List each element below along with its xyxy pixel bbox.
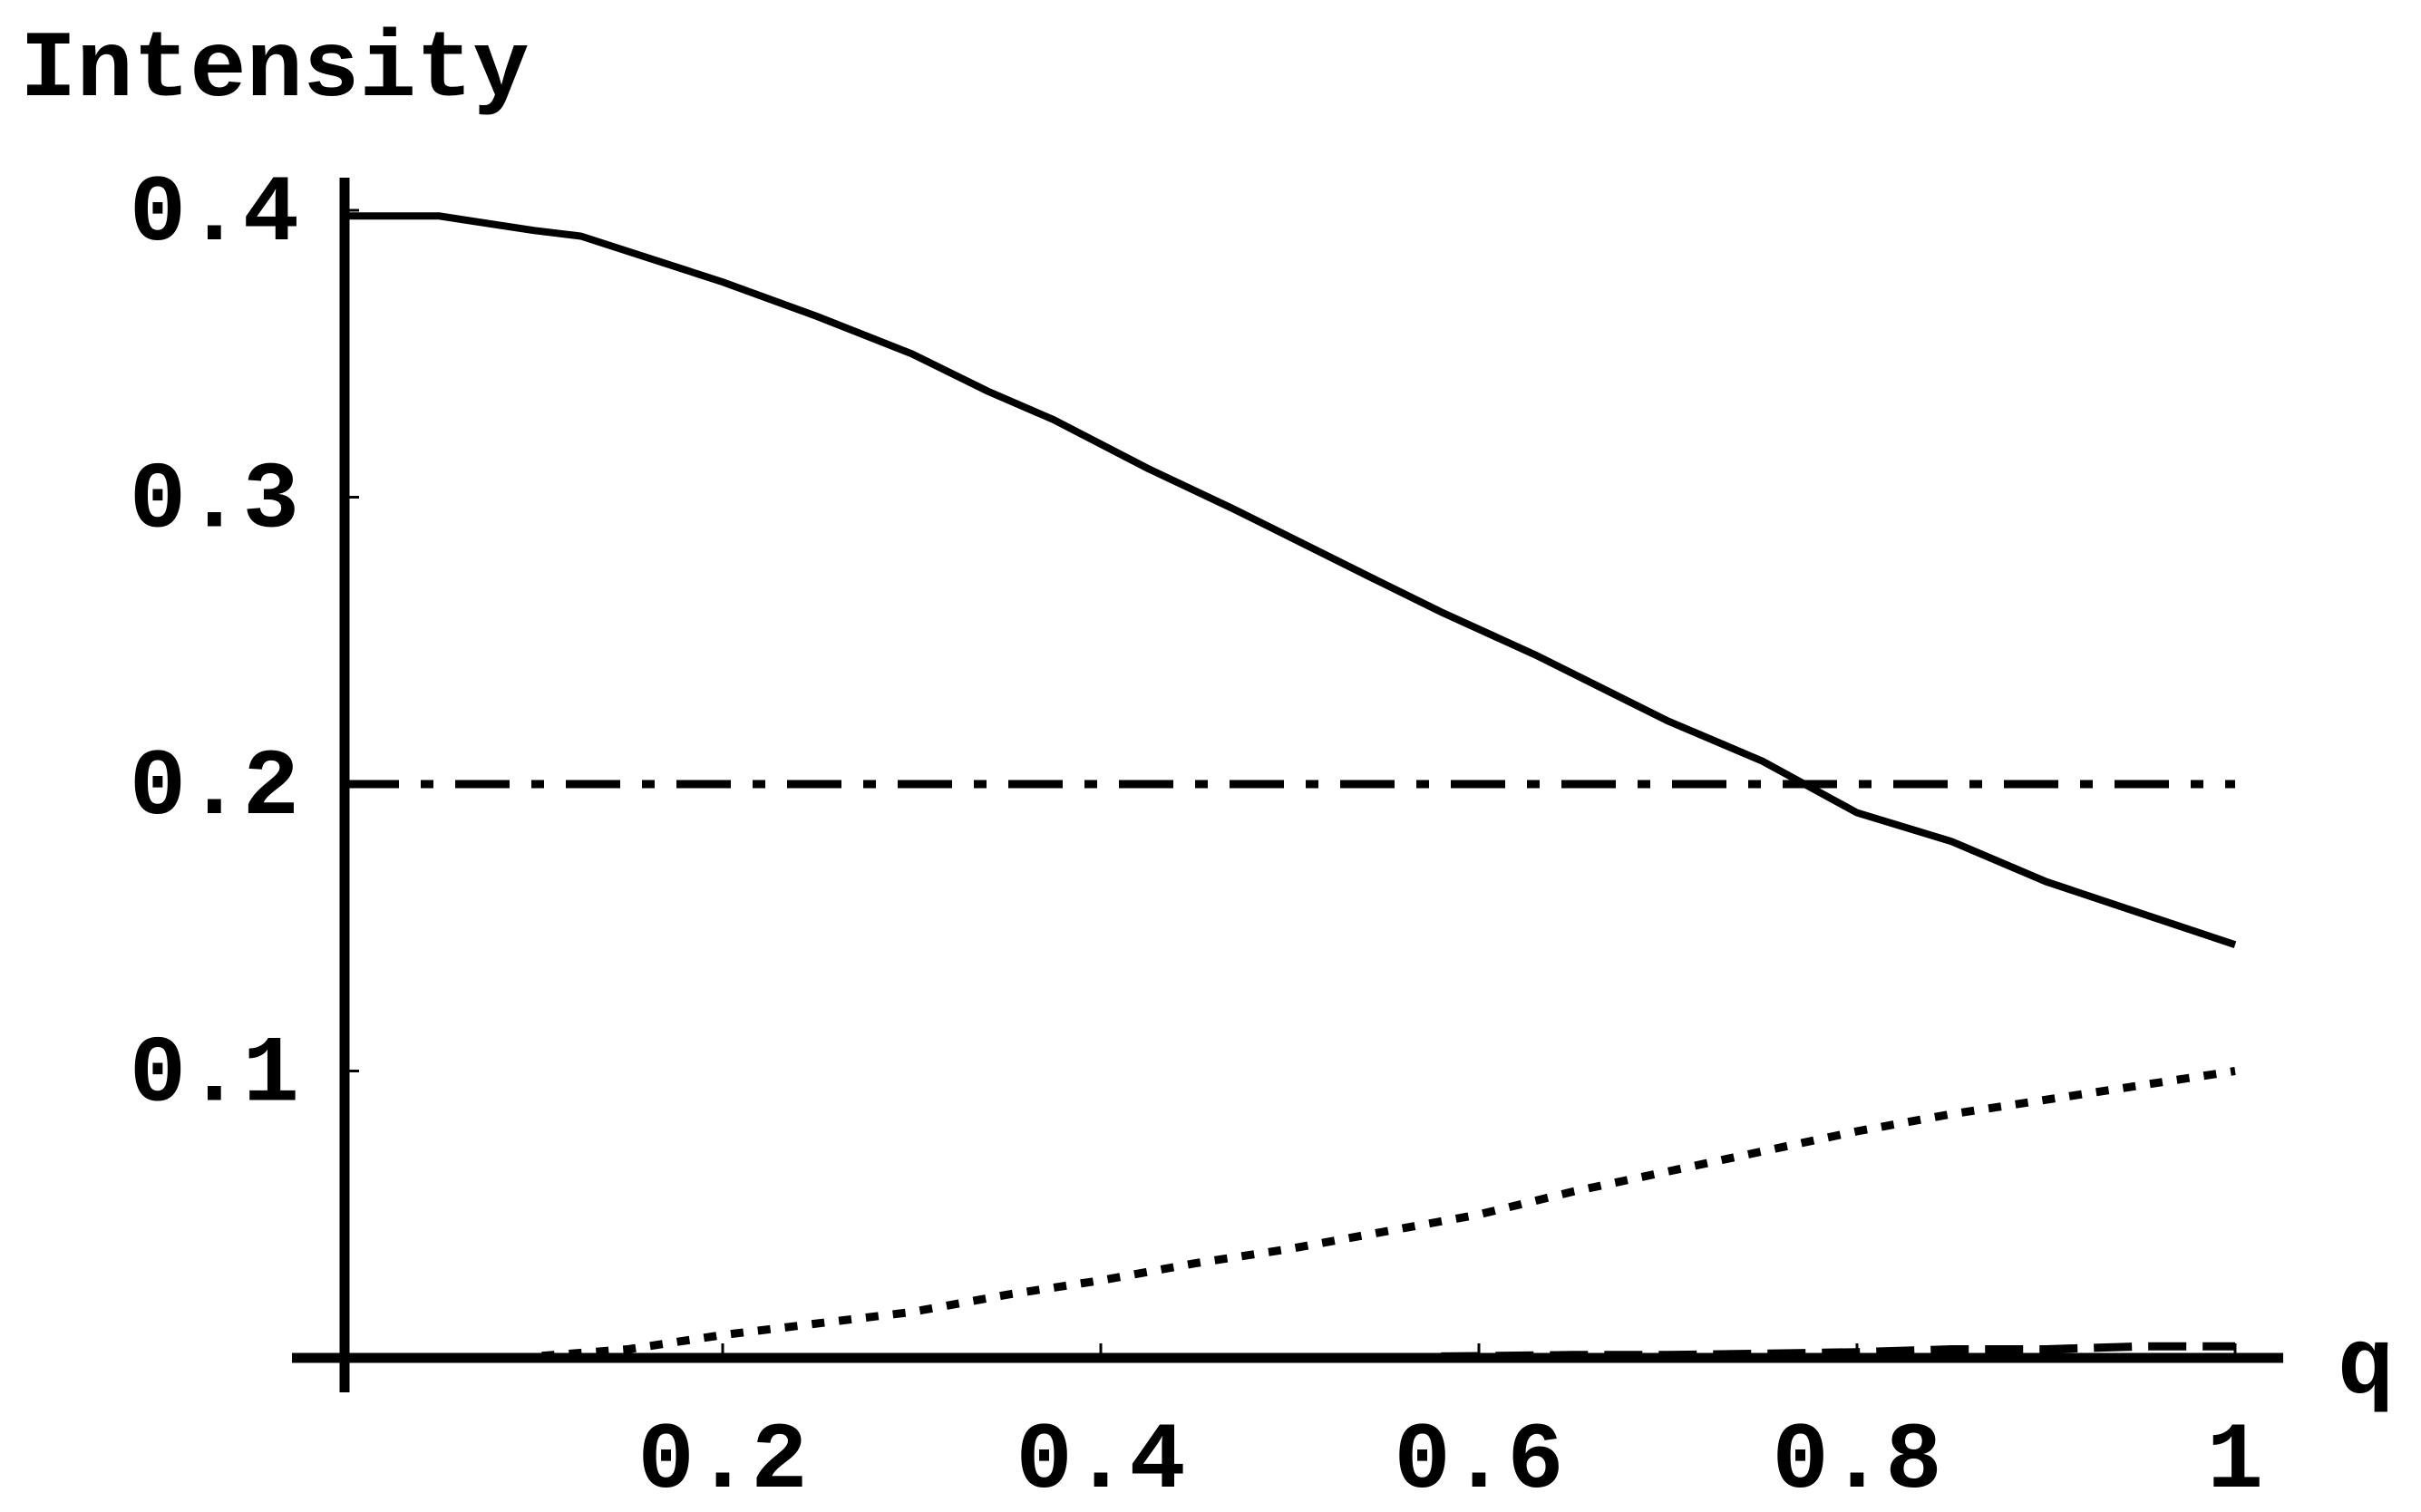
tick-layer: 0.2 0.4 0.6 0.8 1 0.1 0.2 0.3 0.4	[130, 161, 2263, 1512]
series-layer	[345, 212, 2237, 1362]
x-tick-label: 0.6	[1394, 1409, 1563, 1512]
x-axis-label: q	[2338, 1314, 2394, 1421]
y-axis-label: Intensity	[20, 17, 530, 124]
series-line-dotted	[514, 1067, 2236, 1362]
y-tick-label: 0.2	[130, 735, 299, 842]
x-tick-label: 0.8	[1772, 1409, 1941, 1512]
x-tick-label: 0.4	[1016, 1409, 1185, 1512]
series-line-solid	[345, 212, 2237, 948]
y-tick-label: 0.1	[130, 1023, 299, 1129]
x-tick-label: 0.2	[637, 1409, 807, 1512]
x-tick-label: 1	[2207, 1409, 2263, 1512]
y-tick-label: 0.4	[130, 161, 299, 268]
y-tick-label: 0.3	[130, 449, 299, 556]
